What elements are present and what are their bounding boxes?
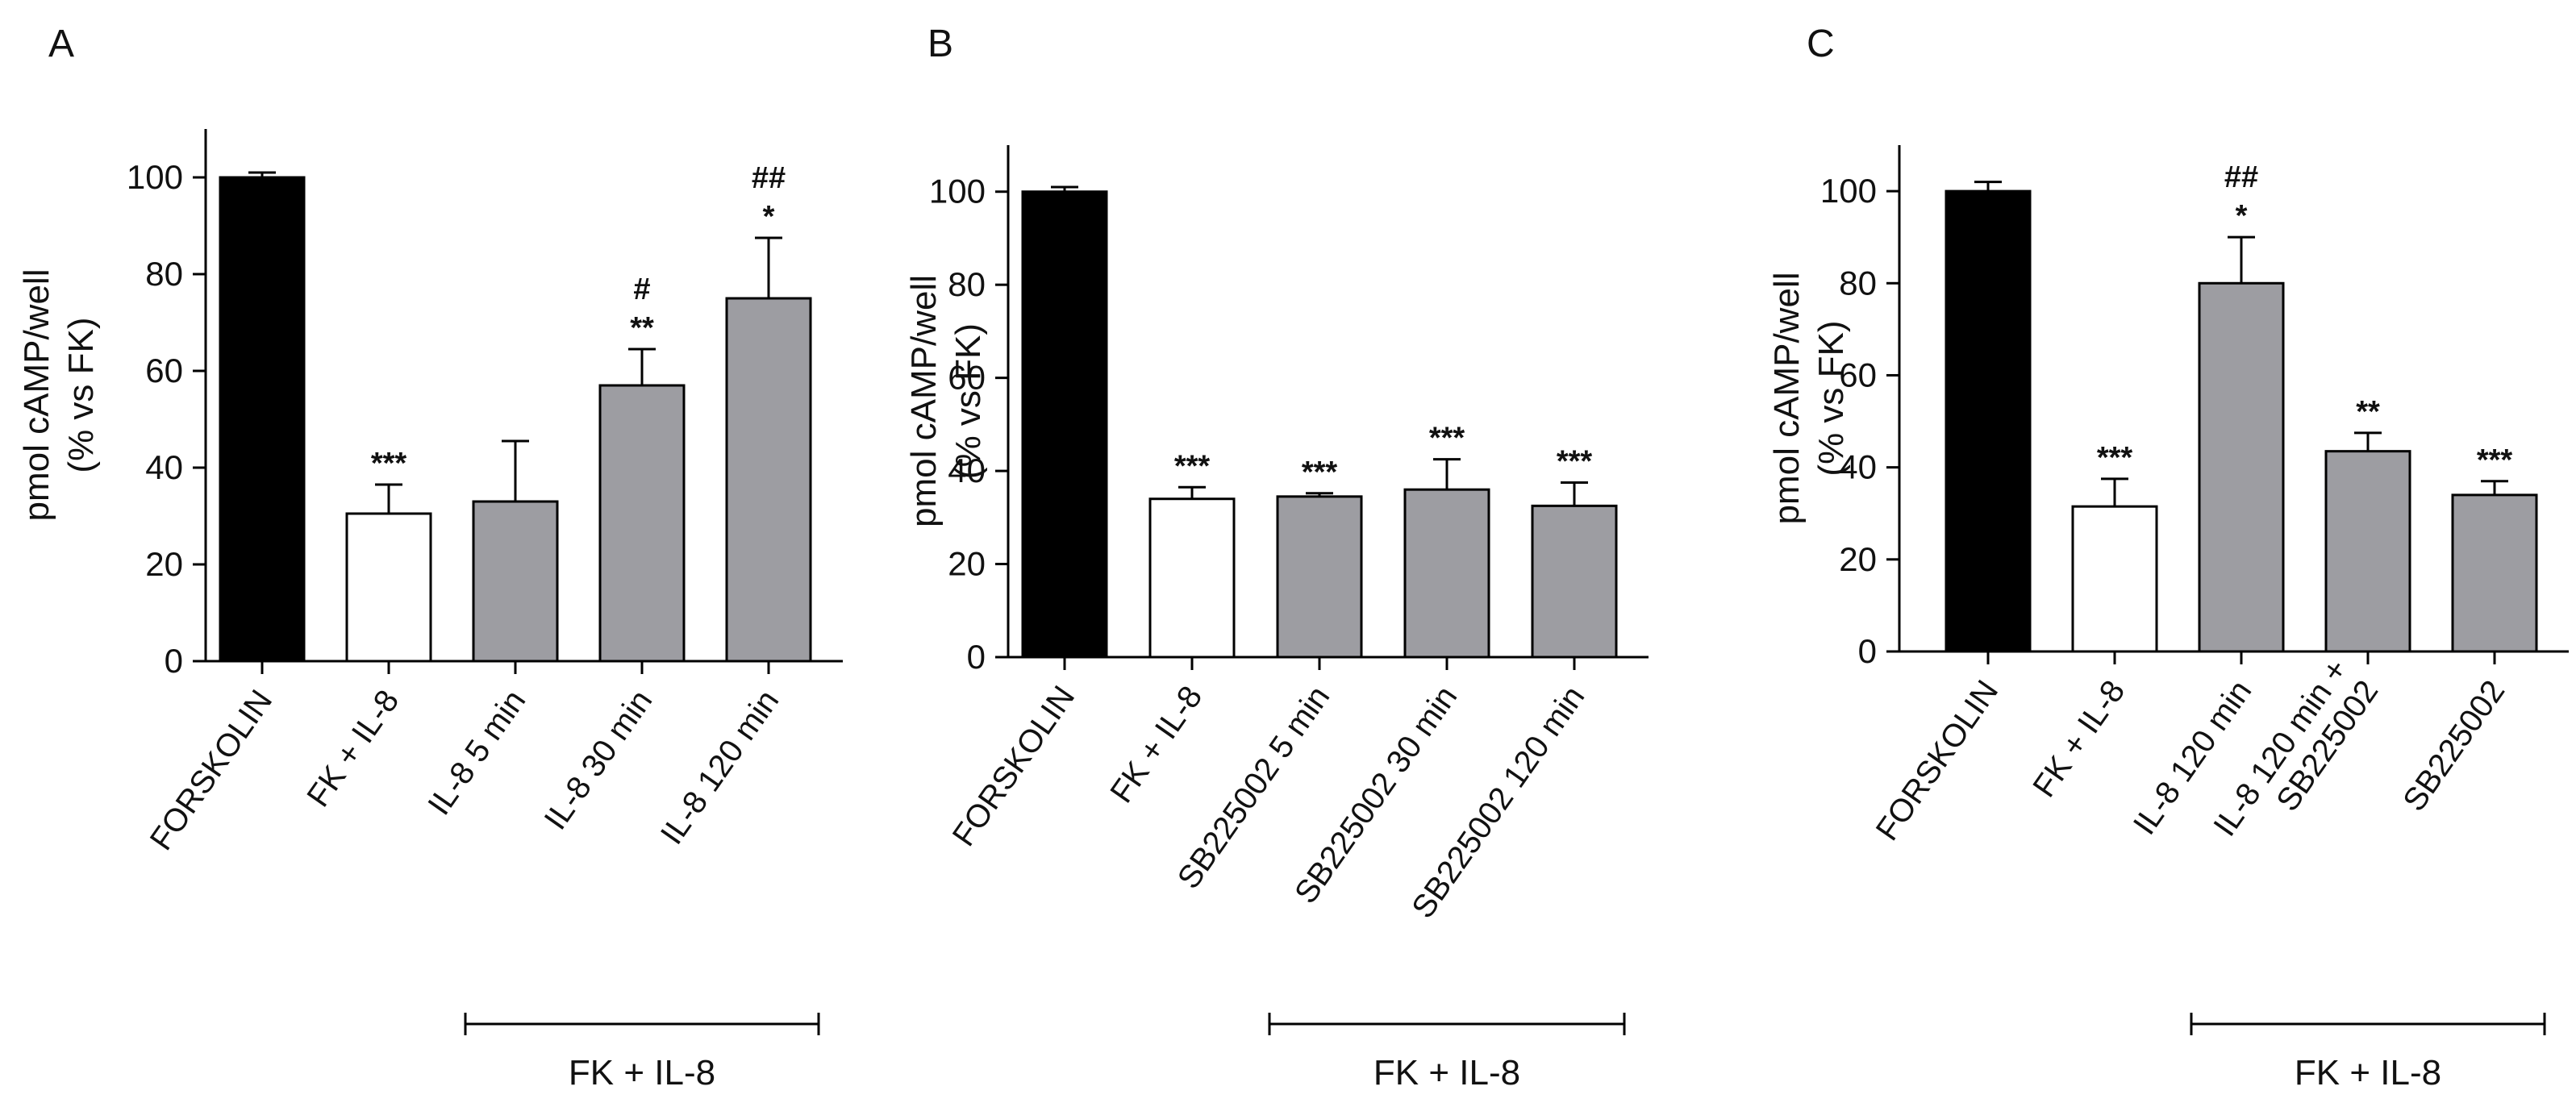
significance-label: ***: [1302, 456, 1338, 489]
panel-letter: A: [48, 23, 74, 65]
y-axis-label-units: (% vs FK): [948, 323, 988, 479]
y-tick-label: 80: [145, 255, 183, 293]
y-tick-label: 40: [948, 452, 986, 489]
y-tick-label: 100: [1820, 172, 1877, 210]
bar: [1148, 497, 1236, 659]
group-label: FK + IL-8: [569, 1053, 715, 1093]
bar: [2451, 493, 2538, 653]
y-tick-label: 60: [1839, 356, 1877, 393]
bar: [345, 512, 432, 663]
y-tick-label: 20: [948, 545, 986, 583]
group-label: FK + IL-8: [2295, 1053, 2441, 1093]
y-axis-label-units: (% vs FK): [61, 317, 101, 472]
y-tick-label: 100: [929, 173, 986, 210]
x-tick-label: SB225002: [2396, 674, 2511, 818]
group-label: FK + IL-8: [1373, 1053, 1520, 1093]
x-tick-label: FORSKOLIN: [946, 680, 1082, 853]
x-tick-label: FORSKOLIN: [1869, 674, 2006, 847]
significance-hash-label: ##: [2224, 160, 2258, 194]
bar: [2198, 281, 2285, 653]
y-tick-label: 40: [145, 448, 183, 486]
panel-letter: B: [927, 23, 953, 65]
significance-label: **: [630, 311, 654, 345]
bar: [2324, 450, 2411, 653]
significance-label: ***: [1174, 449, 1211, 483]
y-tick-label: 100: [127, 158, 183, 196]
bar: [725, 297, 812, 663]
significance-hash-label: ##: [752, 161, 786, 195]
significance-label: **: [2356, 395, 2380, 429]
bar: [1531, 504, 1618, 659]
y-tick-label: 0: [165, 642, 183, 680]
bar: [472, 500, 559, 663]
y-axis-label-units: (% vs FK): [1811, 320, 1851, 476]
y-tick-label: 80: [1839, 264, 1877, 302]
y-tick-label: 0: [967, 638, 986, 676]
y-tick-label: 40: [1839, 448, 1877, 486]
significance-label: *: [763, 200, 775, 234]
significance-label: ***: [2097, 441, 2133, 475]
y-tick-label: 80: [948, 265, 986, 303]
bar: [2071, 505, 2158, 653]
bar: [1945, 189, 2032, 653]
panel-c: C 0 20 40 60 80 100 pmol cAMP/well (% vs FK) FORS…: [1767, 23, 2569, 1093]
significance-label: ***: [1429, 422, 1465, 456]
significance-label: ***: [1557, 445, 1593, 479]
x-tick-label: IL-8 5 min: [421, 684, 532, 822]
y-tick-label: 20: [145, 545, 183, 583]
bar: [219, 176, 306, 663]
x-tick-label: FK + IL-8: [2026, 674, 2132, 804]
y-tick-label: 20: [1839, 540, 1877, 578]
y-axis-label: pmol cAMP/well: [1767, 273, 1807, 525]
x-tick-label: FK + IL-8: [300, 684, 406, 814]
y-tick-label: 0: [1858, 632, 1877, 670]
y-axis-label: pmol cAMP/well: [904, 275, 944, 527]
x-tick-label: FORSKOLIN: [144, 684, 280, 857]
significance-label: ***: [2477, 443, 2513, 477]
bar: [1021, 190, 1108, 659]
panel-letter: C: [1807, 23, 1835, 65]
bar: [1276, 495, 1363, 659]
x-tick-label: IL-8 30 min: [538, 684, 660, 836]
significance-label: *: [2236, 199, 2248, 233]
y-tick-label: 60: [948, 359, 986, 397]
panel-b: B 0 20 40 60 80 100 pmol cAMP/well (% vs FK) FORS…: [904, 23, 1649, 1093]
panel-a: A 0 20 40 60 80 100 pmol cAMP/well (% vs FK) FORS…: [17, 23, 843, 1093]
significance-hash-label: #: [633, 273, 650, 306]
x-tick-label: FK + IL-8: [1103, 680, 1209, 810]
significance-label: ***: [371, 447, 407, 481]
bar: [1403, 488, 1490, 659]
y-tick-label: 60: [145, 352, 183, 389]
y-axis-label: pmol cAMP/well: [17, 269, 56, 522]
bar: [598, 384, 686, 663]
x-tick-label: IL-8 120 min: [654, 684, 786, 851]
